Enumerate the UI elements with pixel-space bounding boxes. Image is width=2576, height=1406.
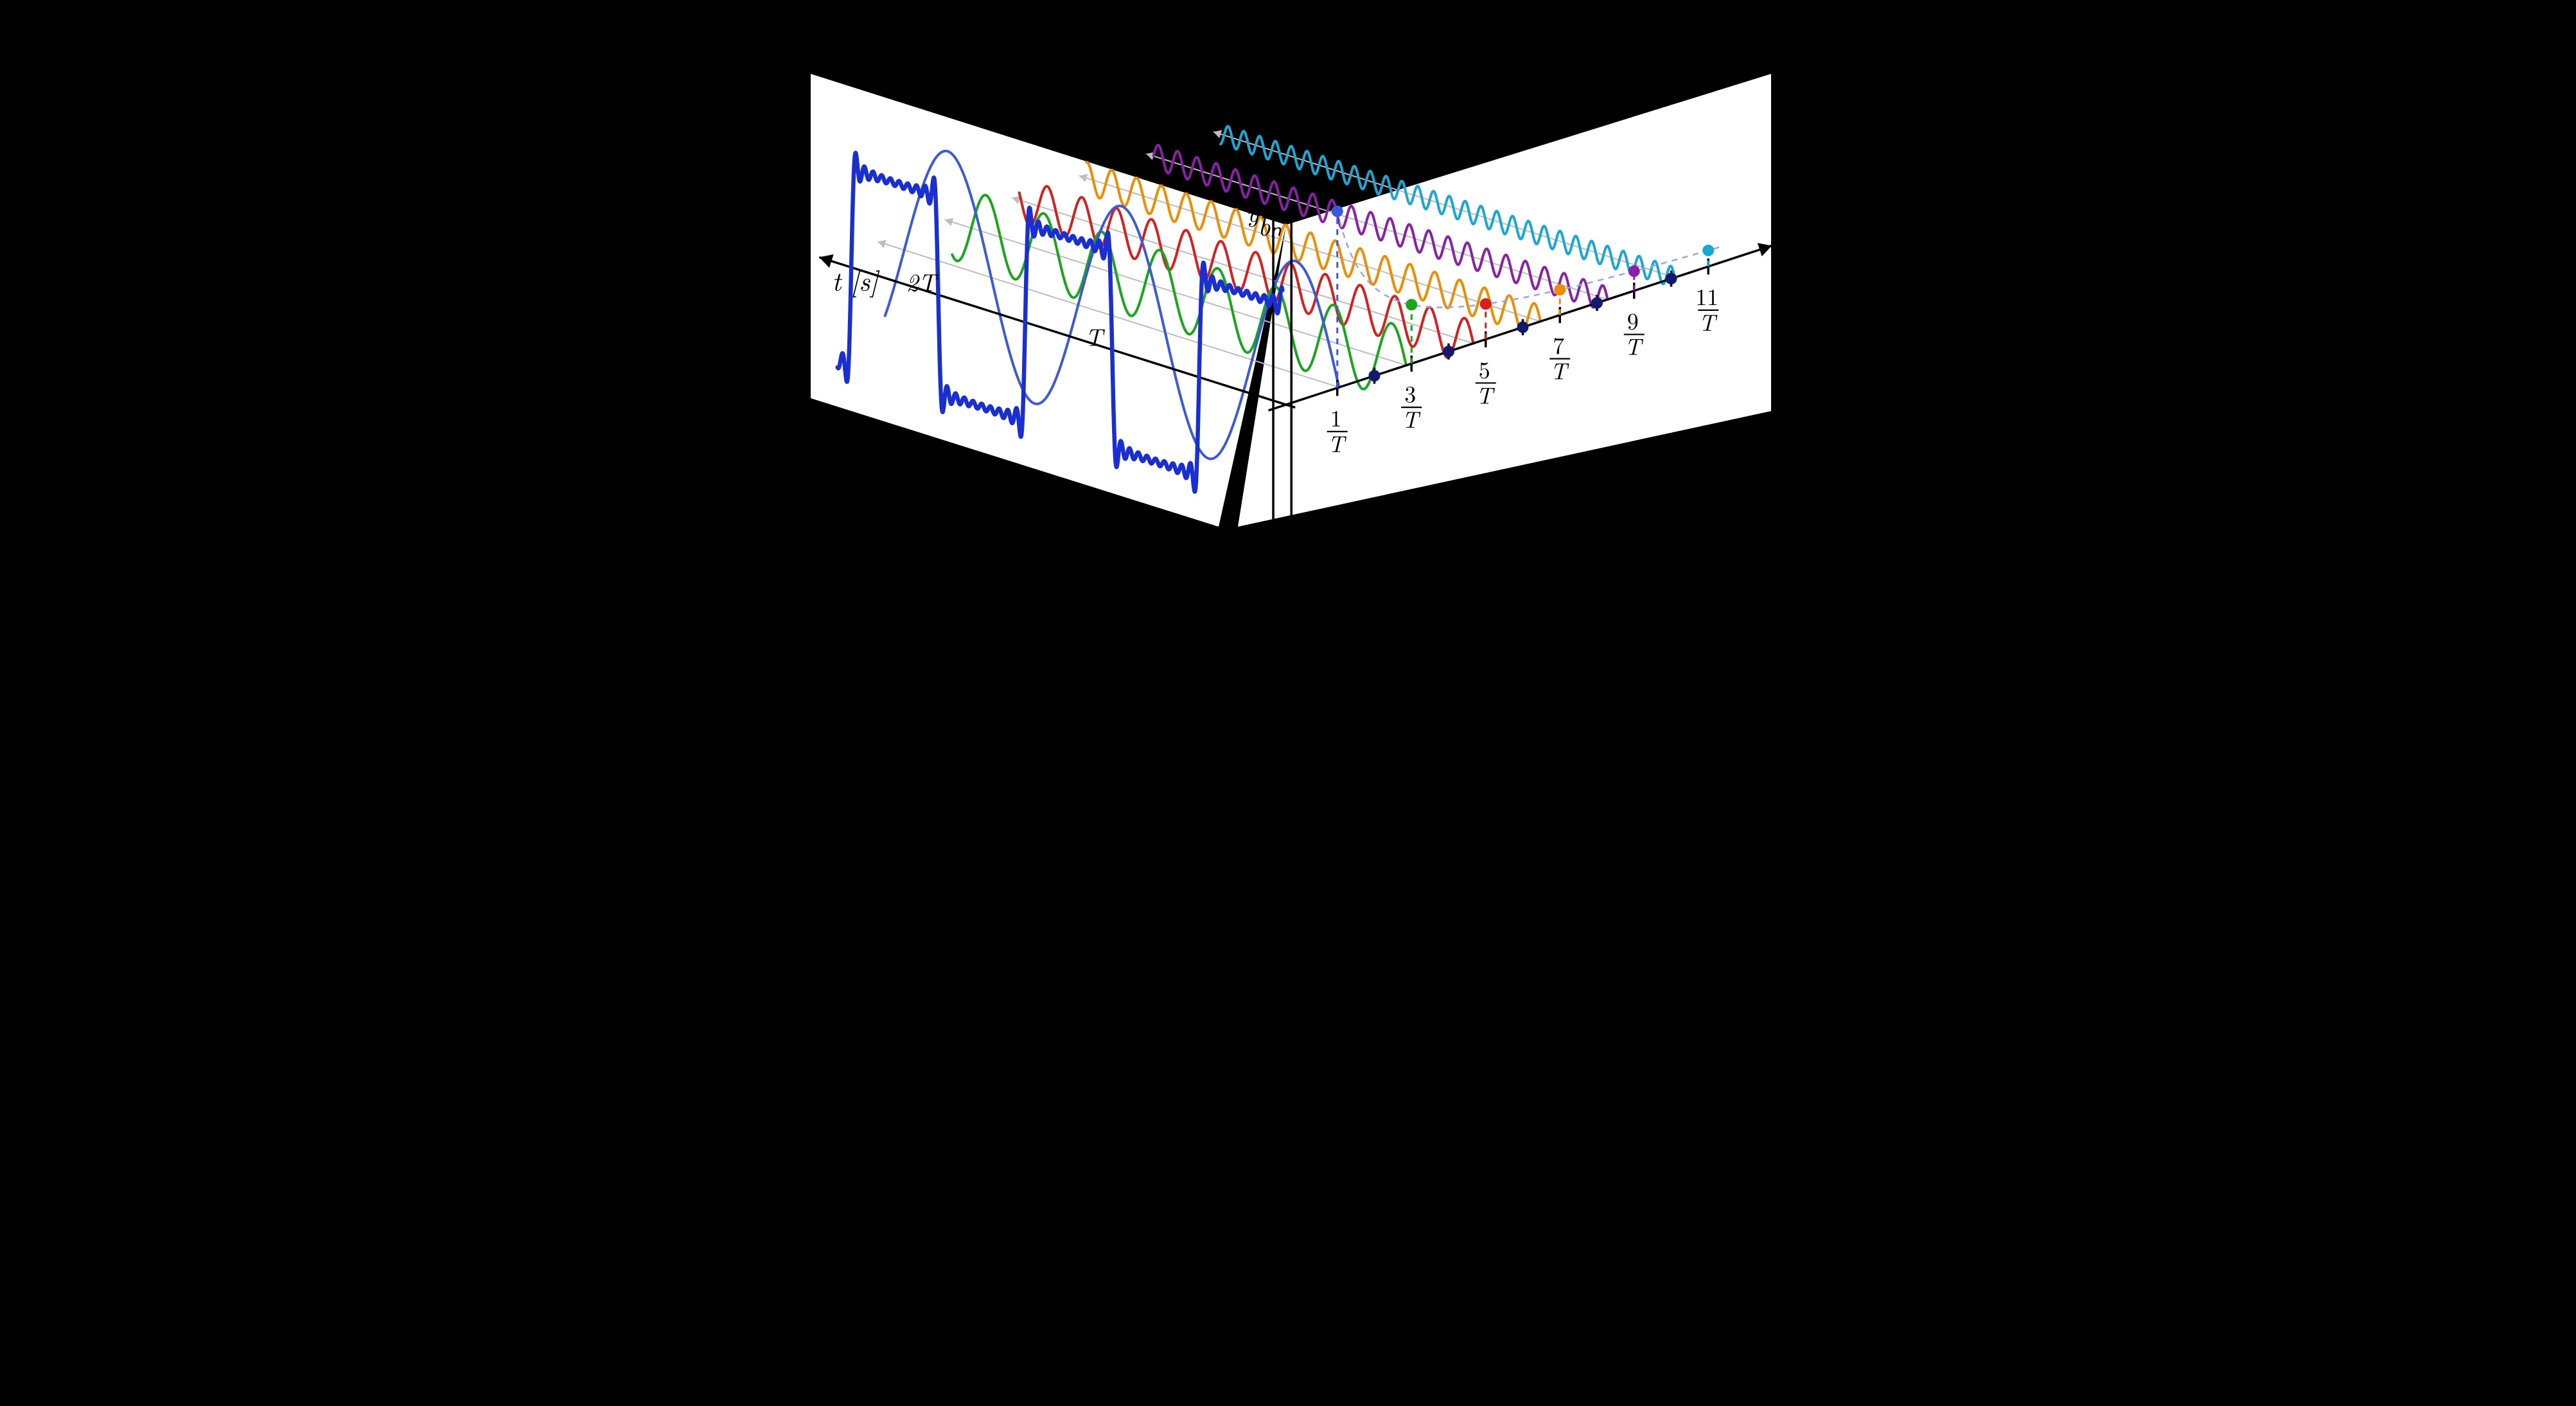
spectrum-dot-2 bbox=[1369, 370, 1381, 382]
spectrum-dot-11 bbox=[1702, 245, 1714, 256]
spectrum-dot-7 bbox=[1554, 284, 1566, 295]
spectrum-dot-9 bbox=[1628, 265, 1640, 277]
svg-text:T: T bbox=[1476, 378, 1495, 410]
t-tick-2: 2T bbox=[906, 264, 939, 299]
svg-text:T: T bbox=[1328, 426, 1346, 459]
f-tick-label-11: 11T bbox=[1695, 279, 1718, 338]
spectrum-dot-6 bbox=[1517, 321, 1529, 333]
time-domain-label: Time domain bbox=[990, 493, 1155, 532]
bn-axis-label: bₙ bbox=[1258, 206, 1282, 244]
spectrum-dot-4 bbox=[1443, 346, 1454, 357]
svg-text:T: T bbox=[1402, 402, 1420, 435]
spectrum-dot-5 bbox=[1480, 298, 1492, 310]
svg-text:T: T bbox=[1625, 330, 1643, 362]
t-tick-1: T bbox=[1085, 319, 1105, 354]
svg-text:T: T bbox=[1698, 305, 1717, 338]
spectrum-dot-10 bbox=[1666, 273, 1677, 285]
spectrum-dot-1 bbox=[1332, 206, 1343, 217]
t-axis-label: t [s] bbox=[832, 261, 880, 299]
svg-text:T: T bbox=[1550, 354, 1569, 387]
frequency-domain-label: Frequency domain bbox=[1451, 474, 1677, 514]
spectrum-dot-3 bbox=[1406, 299, 1417, 310]
spectrum-dot-8 bbox=[1591, 297, 1603, 309]
